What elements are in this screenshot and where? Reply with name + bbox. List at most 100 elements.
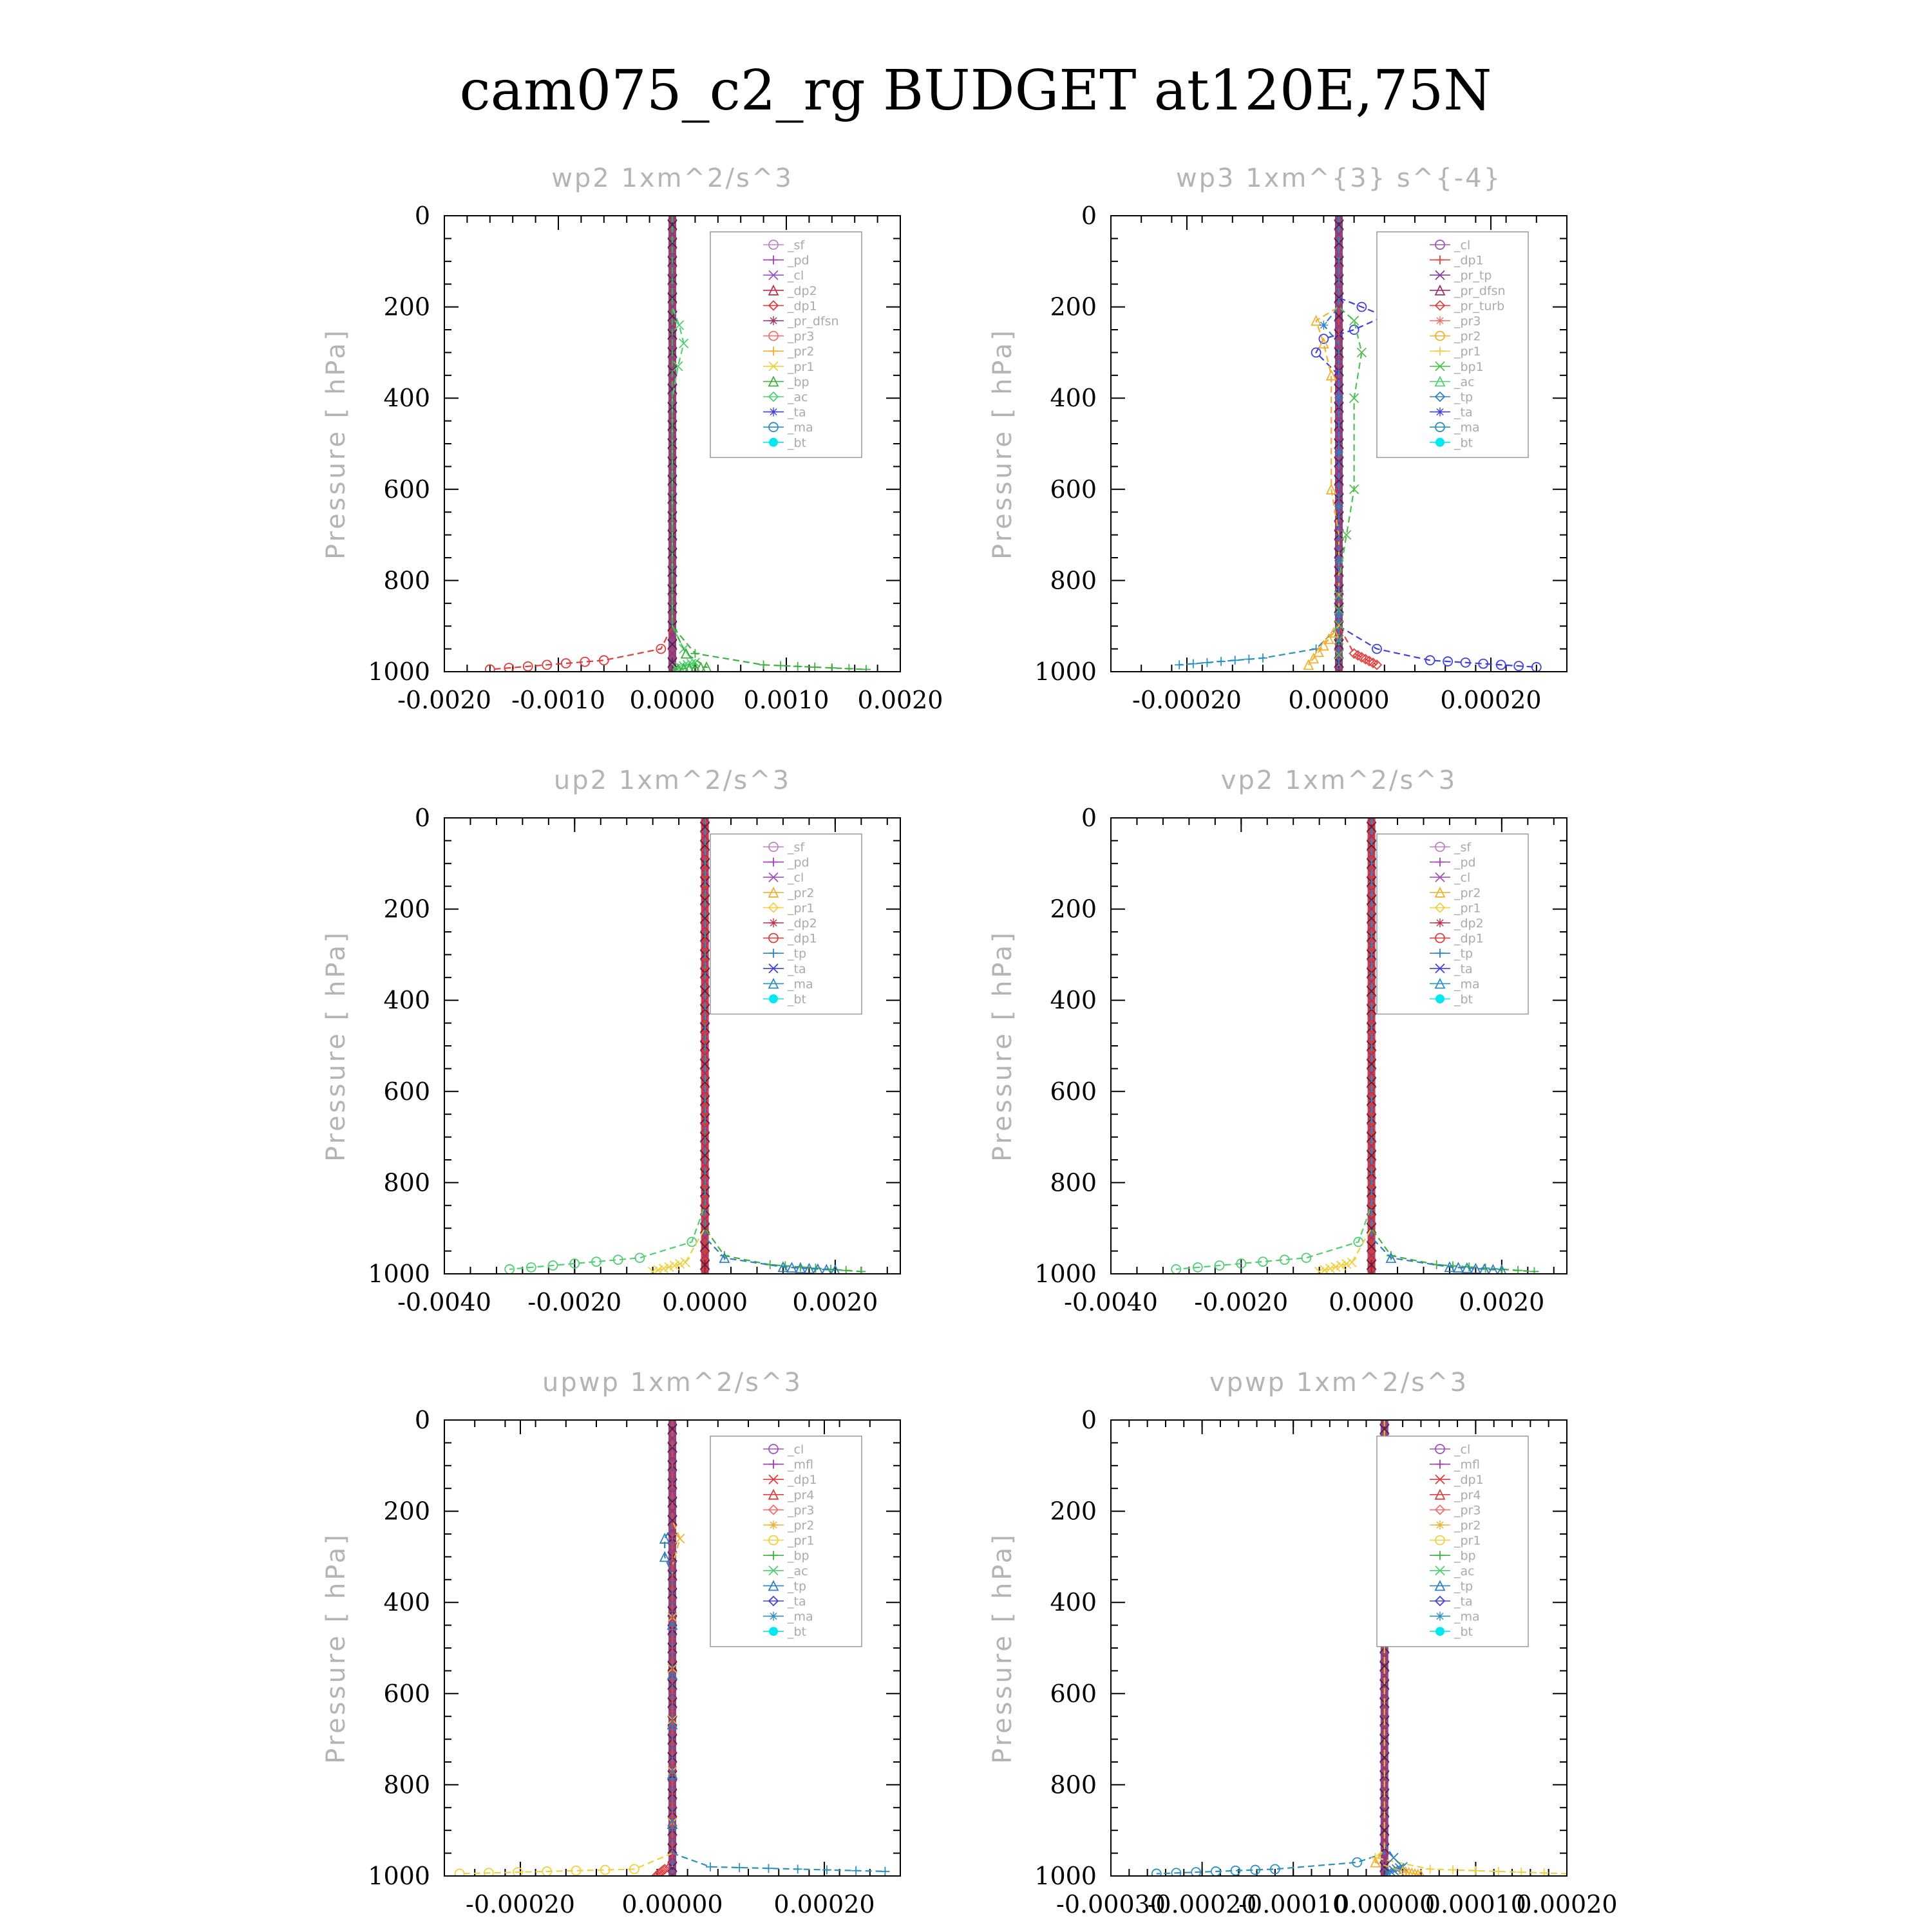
series-marker: [674, 663, 683, 672]
legend-marker: [1435, 857, 1444, 867]
legend-marker: [1434, 1580, 1446, 1591]
series-marker: [1425, 655, 1435, 666]
legend-entry-label: _pr_dfsn: [1454, 284, 1506, 298]
legend-entry-label: _pr_tp: [1454, 269, 1492, 283]
legend-entry-label: _dp1: [787, 932, 817, 946]
series-marker: [580, 656, 591, 667]
legend-entry-label: _tp: [787, 947, 806, 961]
legend-marker: [1434, 284, 1446, 296]
legend-entry-label: _pr4: [1454, 1488, 1481, 1502]
legend-entry-label: _ma: [1454, 1610, 1480, 1624]
plot-frame: [444, 817, 901, 1274]
legend-entry-label: _ac: [1454, 375, 1475, 389]
series-marker: [776, 661, 786, 670]
series-marker: [827, 663, 837, 672]
y-tick-label: 600: [383, 1680, 430, 1708]
zero-profile-marker: [667, 1420, 677, 1425]
zero-profile-marker: [1334, 229, 1344, 239]
legend-entry-label: _cl: [1454, 871, 1470, 885]
series-marker: [1444, 1261, 1455, 1273]
legend-marker: [1434, 1504, 1446, 1515]
series-marker: [1191, 1867, 1202, 1876]
zero-profile-marker: [1366, 1214, 1377, 1224]
zero-profile-marker: [699, 986, 710, 996]
legend-marker: [1434, 375, 1446, 387]
figure-title: cam075_c2_rg BUDGET at120E,75N: [459, 59, 1492, 123]
legend-entry-label: _dp2: [787, 916, 817, 931]
legend-marker: [768, 422, 779, 433]
zero-profile-marker: [667, 292, 677, 303]
zero-profile-marker: [1366, 1132, 1377, 1142]
zero-profile-marker: [1366, 831, 1377, 841]
legend-marker: [1435, 933, 1445, 943]
x-tick-label: -0.0010: [511, 686, 605, 714]
series-marker: [1308, 652, 1320, 664]
legend-entry-label: _pr2: [787, 886, 814, 900]
x-tick-label: -0.00020: [466, 1890, 575, 1918]
legend-entry-label: _bp: [787, 375, 810, 389]
legend-marker: [768, 886, 779, 898]
series-marker: [1230, 656, 1240, 665]
chart-panel-3: up2 1xm^2/s^3 Pressure [ hPa] 0 200 400 600 80…: [321, 766, 901, 1316]
legend-marker: [769, 1459, 778, 1469]
legend-entry-label: _dp1: [1454, 932, 1484, 946]
series-marker: [1202, 658, 1212, 667]
series-marker: [719, 1252, 730, 1264]
y-tick-label: 800: [383, 566, 430, 594]
series-marker: [675, 1533, 685, 1544]
series-marker: [1349, 484, 1359, 495]
zero-profile-marker: [1334, 311, 1344, 321]
plot-area: [484, 216, 871, 672]
legend-marker: [769, 1520, 778, 1530]
legend-entry-label: _cl: [1454, 238, 1470, 252]
x-tick-label: -0.0020: [1194, 1288, 1288, 1316]
legend-marker: [1435, 422, 1445, 433]
series-marker: [1325, 369, 1337, 381]
legend-entry-label: _cl: [1454, 1443, 1470, 1457]
y-axis-label: Pressure [ hPa]: [988, 1532, 1018, 1764]
series-marker: [1318, 639, 1329, 651]
x-tick-label: -0.00030: [1056, 1890, 1166, 1918]
zero-profile-marker: [1334, 216, 1344, 221]
x-tick-label: -0.0020: [397, 686, 491, 714]
legend-entry-label: _ac: [787, 390, 808, 404]
legend-entry-label: _cl: [787, 1443, 804, 1457]
zero-profile-marker: [1366, 1150, 1377, 1160]
legend-entry-label: _ma: [787, 1610, 813, 1624]
series-marker: [1371, 659, 1383, 670]
legend-entry-label: _ac: [1454, 1564, 1475, 1578]
series-marker: [1258, 1256, 1268, 1267]
legend-marker: [768, 963, 779, 974]
legend-marker: [1434, 391, 1446, 402]
y-tick-label: 400: [1050, 1588, 1097, 1616]
x-tick-label: 0.0010: [744, 686, 829, 714]
zero-profile-marker: [699, 895, 710, 905]
series-line-dp1: [489, 216, 674, 670]
legend-marker: [1434, 1595, 1446, 1607]
zero-profile-marker: [1379, 1661, 1390, 1671]
series-marker: [1318, 337, 1329, 349]
series-marker: [1370, 1856, 1381, 1868]
series-marker: [1404, 1866, 1414, 1876]
series-marker: [793, 661, 802, 671]
y-tick-label: 0: [1081, 1406, 1097, 1434]
legend-marker: [768, 1566, 779, 1576]
zero-profile-marker: [667, 220, 677, 230]
y-tick-label: 0: [1081, 202, 1097, 230]
series-marker: [1513, 661, 1524, 672]
y-tick-label: 400: [383, 384, 430, 412]
series-marker: [1349, 316, 1359, 326]
legend-entry-label: _pr4: [787, 1488, 814, 1502]
legend-marker: [768, 240, 779, 250]
series-marker: [857, 1267, 866, 1274]
zero-profile-marker: [699, 1150, 710, 1160]
series-line-tp: [704, 818, 835, 1271]
legend-marker: [1434, 902, 1446, 913]
series-marker: [1417, 1869, 1425, 1876]
y-tick-label: 0: [1081, 804, 1097, 832]
legend-entry-label: _sf: [787, 840, 805, 855]
legend-marker: [1435, 330, 1445, 341]
series-marker: [1352, 1857, 1363, 1868]
series-marker: [679, 338, 689, 348]
x-tick-label: -0.00020: [1132, 686, 1242, 714]
